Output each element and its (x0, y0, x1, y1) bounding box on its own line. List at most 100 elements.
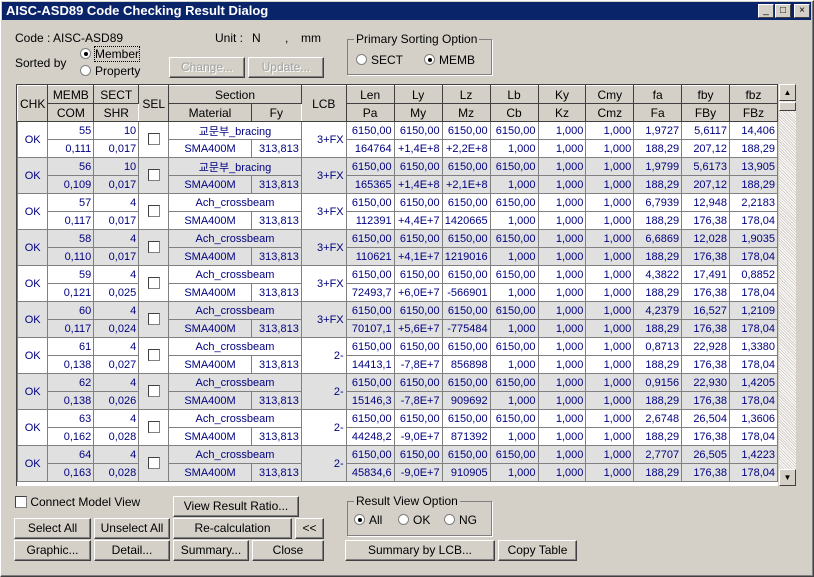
select-checkbox-cell[interactable] (138, 445, 170, 482)
column-header[interactable]: SHR (93, 103, 140, 122)
column-header[interactable]: Fa (633, 103, 683, 122)
select-checkbox[interactable] (147, 205, 160, 217)
sort-member-radio[interactable]: Member (80, 46, 141, 62)
column-header[interactable]: Kz (537, 103, 587, 122)
column-header[interactable]: FBz (728, 103, 778, 122)
table-row-sub[interactable]: 0,109 0,017 SMA400M 313,813 165365 +1,4E+8 +2,… (18, 175, 778, 194)
summary-button[interactable]: Summary... (173, 540, 249, 561)
select-checkbox-cell[interactable] (138, 121, 170, 158)
table-row-sub[interactable]: 0,117 0,024 SMA400M 313,813 70107,1 +5,6E+7 -7… (18, 319, 778, 338)
column-header[interactable]: MEMB (47, 85, 95, 104)
view-ok-radio[interactable]: OK (398, 513, 430, 527)
view-ng-radio[interactable]: NG (444, 513, 477, 527)
table-row-sub[interactable]: 0,162 0,028 SMA400M 313,813 44248,2 -9,0E+7 87… (18, 427, 778, 446)
table-row-sub[interactable]: 0,138 0,027 SMA400M 313,813 14413,1 -7,8E+7 85… (18, 355, 778, 374)
maximize-button[interactable]: □ (775, 4, 791, 18)
column-header[interactable]: Cb (489, 103, 539, 122)
table-row[interactable]: OK 60 4 Ach_crossbeam 3+FX 6150,00 6150,00 6150… (17, 301, 778, 338)
column-header[interactable]: Pa (345, 103, 395, 122)
cell-section: Ach_crossbeam (168, 301, 302, 320)
select-checkbox-cell[interactable] (138, 157, 170, 194)
scroll-up-arrow-icon[interactable]: ▲ (779, 84, 796, 101)
sort-sect-radio[interactable]: SECT (356, 53, 403, 67)
table-row-sub[interactable]: 0,111 0,017 SMA400M 313,813 164764 +1,4E+8 +2,… (18, 139, 778, 158)
copy-table-button[interactable]: Copy Table (498, 540, 577, 561)
column-header[interactable]: Material (168, 103, 252, 122)
column-header[interactable]: SEL (138, 85, 170, 122)
column-header[interactable]: LCB (300, 85, 347, 122)
column-header[interactable]: Lz (441, 85, 491, 104)
scroll-down-arrow-icon[interactable]: ▼ (779, 469, 796, 486)
connect-model-view-checkbox[interactable]: Connect Model View (15, 495, 140, 509)
radio-selected-icon (354, 514, 365, 525)
column-header[interactable]: Lb (489, 85, 539, 104)
collapse-button[interactable]: << (295, 518, 324, 539)
vertical-scrollbar[interactable]: ▲ ▼ (779, 84, 796, 486)
table-row-sub[interactable]: 0,163 0,028 SMA400M 313,813 45834,6 -9,0E+7 91… (18, 463, 778, 482)
update-button[interactable]: Update... (248, 57, 324, 78)
table-row-sub[interactable]: 0,121 0,025 SMA400M 313,813 72493,7 +6,0E+7 -5… (18, 283, 778, 302)
select-checkbox-cell[interactable] (138, 409, 170, 446)
column-header[interactable]: Len (345, 85, 395, 104)
recalculation-button[interactable]: Re-calculation (173, 518, 292, 539)
cell-chk: OK (17, 229, 49, 266)
select-checkbox[interactable] (147, 349, 160, 361)
table-row[interactable]: OK 59 4 Ach_crossbeam 3+FX 6150,00 6150,00 6150… (17, 265, 778, 302)
close-window-button[interactable]: × (794, 4, 810, 18)
column-header[interactable]: Ly (393, 85, 443, 104)
column-header[interactable]: COM (47, 103, 95, 122)
table-row[interactable]: OK 58 4 Ach_crossbeam 3+FX 6150,00 6150,00 6150… (17, 229, 778, 266)
column-header[interactable]: SECT (93, 85, 140, 104)
select-checkbox[interactable] (147, 241, 160, 253)
minimize-button[interactable]: _ (758, 4, 774, 18)
select-all-button[interactable]: Select All (14, 518, 91, 539)
select-checkbox-cell[interactable] (138, 373, 170, 410)
close-button[interactable]: Close (252, 540, 324, 561)
column-header[interactable]: Fy (250, 103, 302, 122)
select-checkbox[interactable] (147, 133, 160, 145)
sort-memb-radio[interactable]: MEMB (424, 53, 475, 67)
select-checkbox-cell[interactable] (138, 301, 170, 338)
table-row-sub[interactable]: 0,117 0,017 SMA400M 313,813 112391 +4,4E+7 142… (18, 211, 778, 230)
column-header[interactable]: Section (168, 85, 302, 104)
table-row-sub[interactable]: 0,138 0,026 SMA400M 313,813 15146,3 -7,8E+7 90… (18, 391, 778, 410)
table-row[interactable]: OK 57 4 Ach_crossbeam 3+FX 6150,00 6150,00 6150… (17, 193, 778, 230)
table-row[interactable]: OK 61 4 Ach_crossbeam 2- 6150,00 6150,00 6150,0… (17, 337, 778, 374)
graphic-button[interactable]: Graphic... (14, 540, 91, 561)
column-header[interactable]: fbz (728, 85, 778, 104)
table-row[interactable]: OK 64 4 Ach_crossbeam 2- 6150,00 6150,00 6150,0… (17, 445, 778, 482)
column-header[interactable]: CHK (17, 85, 49, 122)
column-header[interactable]: Mz (441, 103, 491, 122)
select-checkbox-cell[interactable] (138, 337, 170, 374)
change-button[interactable]: Change... (169, 57, 245, 78)
table-row[interactable]: OK 55 10 교문부_bracing 3+FX 6150,00 6150,00 6150,… (17, 121, 778, 158)
column-header[interactable]: fby (681, 85, 730, 104)
column-header[interactable]: fa (633, 85, 683, 104)
select-checkbox-cell[interactable] (138, 193, 170, 230)
select-checkbox[interactable] (147, 385, 160, 397)
select-checkbox[interactable] (147, 421, 160, 433)
column-header[interactable]: FBy (681, 103, 730, 122)
column-header[interactable]: Cmz (585, 103, 635, 122)
column-header[interactable]: My (393, 103, 443, 122)
select-checkbox-cell[interactable] (138, 265, 170, 302)
select-checkbox[interactable] (147, 169, 160, 181)
detail-button[interactable]: Detail... (94, 540, 170, 561)
table-row-sub[interactable]: 0,110 0,017 SMA400M 313,813 110621 +4,1E+7 121… (18, 247, 778, 266)
view-all-radio[interactable]: All (354, 513, 382, 527)
select-checkbox[interactable] (147, 313, 160, 325)
table-row[interactable]: OK 62 4 Ach_crossbeam 2- 6150,00 6150,00 6150,0… (17, 373, 778, 410)
scroll-thumb[interactable] (779, 102, 796, 111)
table-row[interactable]: OK 63 4 Ach_crossbeam 2- 6150,00 6150,00 6150,0… (17, 409, 778, 446)
table-row[interactable]: OK 56 10 교문부_bracing 3+FX 6150,00 6150,00 6150,… (17, 157, 778, 194)
view-result-ratio-button[interactable]: View Result Ratio... (173, 496, 299, 517)
cell-section: 교문부_bracing (168, 121, 302, 140)
column-header[interactable]: Cmy (585, 85, 635, 104)
unselect-all-button[interactable]: Unselect All (94, 518, 170, 539)
select-checkbox[interactable] (147, 457, 160, 469)
summary-by-lcb-button[interactable]: Summary by LCB... (345, 540, 495, 561)
select-checkbox-cell[interactable] (138, 229, 170, 266)
select-checkbox[interactable] (147, 277, 160, 289)
sort-property-radio[interactable]: Property (80, 64, 140, 78)
column-header[interactable]: Ky (537, 85, 587, 104)
